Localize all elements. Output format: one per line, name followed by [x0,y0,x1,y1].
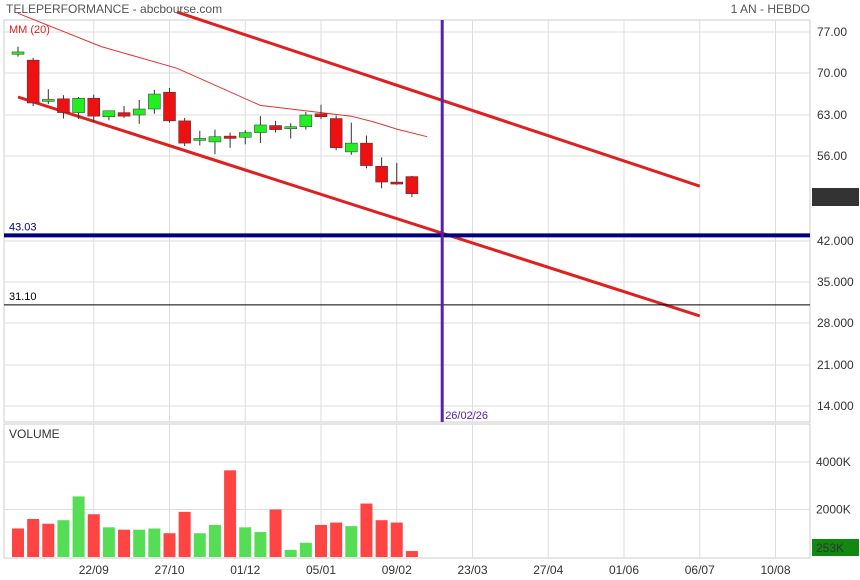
candle-body [375,166,388,183]
x-tick-label: 22/09 [79,563,109,577]
y-tick-label: 21.000 [817,358,854,372]
volume-bar [269,509,282,557]
volume-bar [254,532,267,557]
volume-bar [315,524,327,557]
volume-bar [163,533,176,557]
channel-line [17,95,701,318]
volume-bar [239,527,252,557]
volume-bar [224,470,237,557]
y-tick-label: 14.000 [817,399,854,413]
candle-body [345,142,358,153]
volume-tick-label: 4000K [816,455,851,469]
volume-bar [57,520,70,557]
volume-bar [118,529,131,557]
candle-body [102,110,116,118]
candle-body [72,97,85,113]
x-tick-label: 05/01 [306,563,336,577]
support-label: 43.03 [9,221,37,233]
candle-body [87,97,100,117]
candlesticks [11,46,419,198]
axis-labels: 77.00 70.00 63.00 56.00 42.000 35.000 28.000 21… [79,25,859,577]
candle-body [11,51,25,55]
candle-body [178,120,191,144]
volume-bar [208,524,221,557]
candle-body [57,98,70,113]
y-tick-label: 35.000 [817,275,854,289]
volume-bar [405,551,418,557]
last-volume-box [812,539,859,556]
volume-bar [193,533,206,557]
candle-body [208,136,222,143]
marker-label: 26/02/26 [445,410,488,422]
volume-bar [72,496,85,557]
last-price-label: 50.02 [816,190,846,204]
chart-title: TELEPERFORMANCE - abcbourse.com [6,2,222,16]
y-tick-label: 28.000 [817,316,854,330]
candle-body [254,124,267,133]
volume-bar [133,529,146,557]
candle-body [329,118,343,149]
candle-body [405,176,419,194]
candle-body [390,181,403,185]
volume-bar [42,523,55,557]
volume-bar [148,528,161,557]
support-lines: 43.03 31.10 [4,221,810,306]
support-label: 31.10 [9,291,37,303]
volume-bar [178,511,191,557]
candle-body [42,99,55,102]
y-tick-label: 63.00 [817,108,847,122]
volume-bar [12,528,24,557]
channel-line [176,10,701,188]
moving-average [17,12,428,138]
volume-bar [345,526,358,557]
y-tick-label: 70.00 [817,66,847,80]
candle-body [117,112,131,117]
volume-legend: VOLUME [9,427,60,441]
volume-tick-label: 2000K [816,503,851,517]
volume-bar [284,549,297,557]
last-price-box [812,188,859,206]
candle-body [360,142,373,166]
y-tick-label: 77.00 [817,25,847,39]
x-tick-label: 01/06 [609,563,639,577]
grid-lines [4,20,810,558]
candle-body [284,126,297,129]
candle-body [239,132,252,138]
x-tick-label: 01/12 [230,563,260,577]
volume-bar [102,527,115,557]
period-label: 1 AN - HEBDO [731,2,810,16]
x-tick-label: 06/07 [685,563,715,577]
volume-bars [12,470,418,557]
x-tick-label: 09/02 [382,563,412,577]
candle-body [132,108,146,116]
candle-body [163,91,176,122]
date-marker: 26/02/26 [440,20,488,422]
y-tick-label: 42.000 [817,234,854,248]
y-tick-label: 56.00 [817,149,847,163]
last-volume-label: 253K [816,541,844,555]
ma-legend: MM (20) [9,24,50,36]
volume-bar [299,542,312,557]
candle-body [148,93,161,110]
x-tick-label: 27/10 [154,563,184,577]
candle-body [26,59,40,104]
x-tick-label: 10/08 [760,563,790,577]
candle-body [269,125,282,130]
candle-body [193,138,207,141]
trend-channel [17,10,701,318]
volume-bar [27,519,40,557]
volume-bar [330,522,343,557]
candle-body [314,113,328,118]
x-tick-label: 23/03 [457,563,487,577]
candle-body [299,114,313,127]
candle-body [223,135,237,139]
volume-bar [390,522,403,557]
volume-bar [87,514,100,557]
volume-bar [360,503,373,557]
ma-line [17,12,428,138]
volume-bar [375,520,388,557]
x-tick-label: 27/04 [533,563,563,577]
